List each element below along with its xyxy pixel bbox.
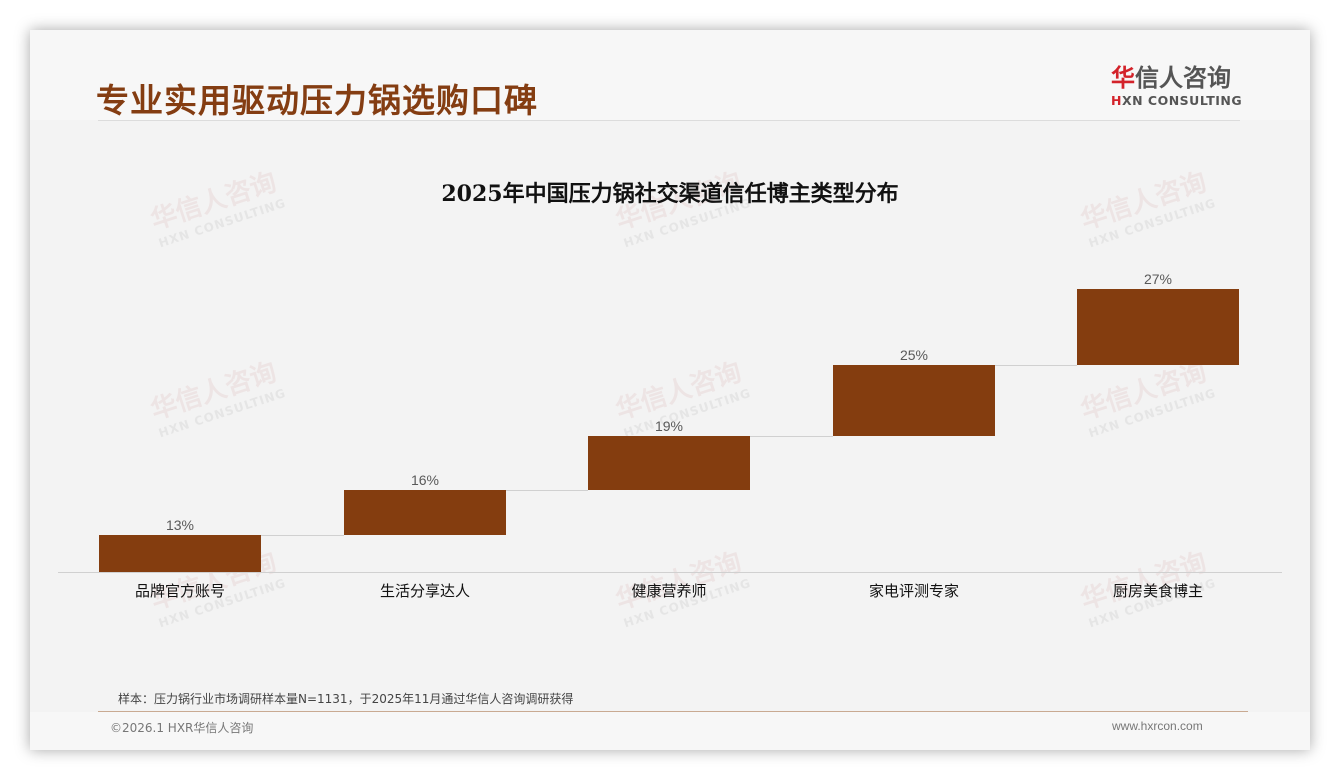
company-logo: 华信人咨询 HXN CONSULTING: [1111, 64, 1243, 108]
category-label: 生活分享达人: [379, 582, 470, 600]
bar: [99, 535, 261, 572]
category-label: 品牌官方账号: [134, 582, 225, 600]
footer-divider: [98, 711, 1248, 712]
bar: [588, 436, 750, 490]
logo-cn-rest: 信人咨询: [1135, 64, 1231, 92]
x-axis-line: [58, 572, 1282, 573]
chart-title: 2025年中国压力锅社交渠道信任博主类型分布: [441, 181, 899, 207]
bar: [1077, 289, 1239, 366]
logo-en-accent: H: [1111, 93, 1122, 108]
data-label: 16%: [410, 471, 440, 488]
logo-en: HXN CONSULTING: [1111, 93, 1243, 108]
connector-line: [261, 535, 344, 537]
website-link[interactable]: www.hxrcon.com: [1112, 719, 1203, 733]
category-label: 健康营养师: [631, 582, 707, 600]
category-label: 家电评测专家: [868, 582, 959, 600]
connector-line: [506, 489, 588, 491]
logo-en-rest: XN CONSULTING: [1121, 93, 1243, 108]
copyright: ©2026.1 HXR华信人咨询: [110, 721, 254, 735]
waterfall-chart: 13% 品牌官方账号 16% 生活分享达人 19% 健康营养师 25% 家电评测专家 27% 厨房…: [30, 30, 1310, 750]
connector-line: [995, 365, 1077, 367]
logo-cn: 华信人咨询: [1111, 64, 1241, 92]
header-band: [30, 30, 1310, 120]
category-label: 厨房美食博主: [1112, 582, 1203, 600]
slide: 专业实用驱动压力锅选购口碑 华信人咨询 HXN CONSULTING 华信人咨询…: [30, 30, 1310, 750]
data-label: 19%: [654, 418, 684, 435]
sample-note: 样本：压力锅行业市场调研样本量N=1131，于2025年11月通过华信人咨询调研…: [118, 692, 574, 706]
bar: [833, 365, 995, 437]
data-label: 13%: [165, 517, 195, 534]
data-label: 25%: [899, 347, 929, 364]
logo-cn-accent: 华: [1111, 64, 1135, 92]
header-divider: [98, 120, 1240, 121]
page-title: 专业实用驱动压力锅选购口碑: [96, 81, 538, 120]
data-label: 27%: [1143, 271, 1173, 287]
bar: [344, 489, 506, 536]
footer-band: [30, 712, 1310, 750]
connector-line: [750, 436, 833, 438]
